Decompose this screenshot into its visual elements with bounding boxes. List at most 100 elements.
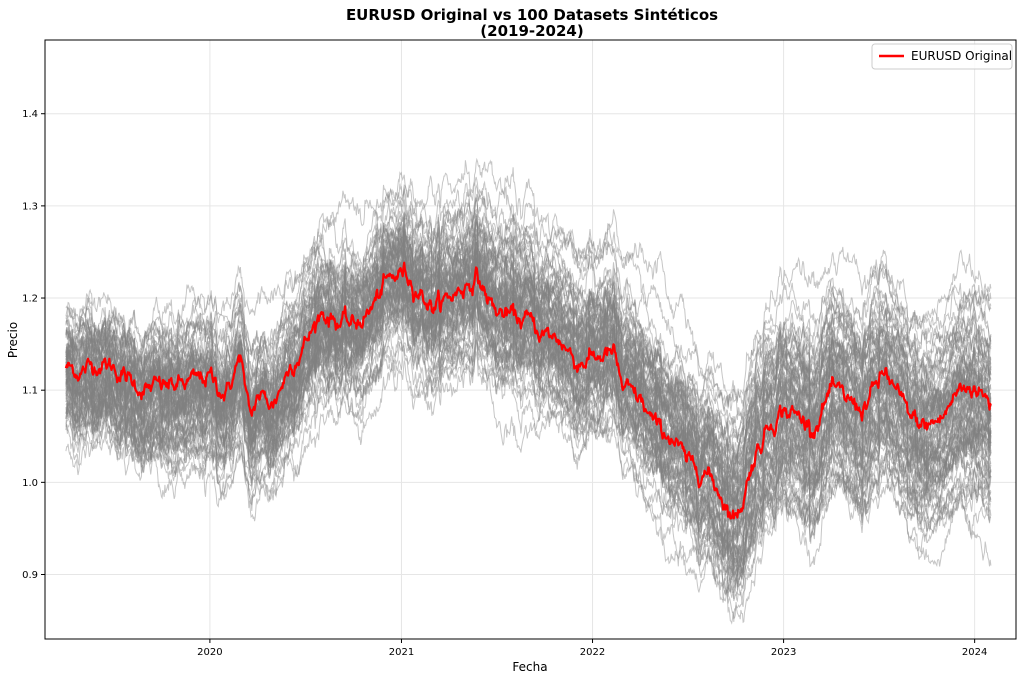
x-tick-label: 2024 — [962, 647, 987, 658]
synthetic-series-line — [65, 311, 992, 597]
synthetic-series-line — [65, 241, 992, 587]
synthetic-series-line — [65, 230, 992, 525]
synthetic-series-line — [65, 279, 992, 552]
synthetic-series-line — [65, 189, 992, 464]
synthetic-series-line — [65, 197, 992, 443]
synthetic-series-line — [65, 171, 992, 511]
synthetic-series-line — [65, 254, 992, 466]
synthetic-series-line — [65, 267, 992, 499]
y-tick-label: 1.4 — [22, 109, 38, 120]
synthetic-series-line — [65, 254, 992, 488]
legend-box — [871, 43, 1013, 70]
synthetic-series-line — [65, 235, 992, 466]
synthetic-series-line — [65, 291, 992, 597]
synthetic-series-line — [65, 258, 992, 529]
synthetic-series-line — [65, 271, 992, 603]
y-tick-label: 1.1 — [22, 386, 38, 397]
plot-frame — [44, 39, 1017, 640]
synthetic-series-group — [65, 157, 992, 625]
y-tick-label: 1.2 — [22, 294, 38, 305]
x-axis-label: Fecha — [512, 660, 547, 674]
synthetic-series-line — [65, 238, 991, 492]
y-tick-label: 0.9 — [22, 570, 38, 581]
synthetic-series-line — [65, 216, 992, 484]
synthetic-series-line — [65, 213, 992, 556]
synthetic-series-line — [65, 238, 992, 536]
synthetic-series-line — [65, 178, 992, 512]
synthetic-series-line — [65, 251, 992, 493]
synthetic-series-line — [65, 240, 992, 528]
synthetic-series-line — [65, 238, 992, 488]
synthetic-series-line — [65, 286, 992, 563]
synthetic-series-line — [65, 232, 992, 579]
y-tick-label: 1.0 — [22, 478, 38, 489]
synthetic-series-line — [65, 208, 992, 425]
synthetic-series-line — [65, 237, 992, 483]
synthetic-series-line — [65, 233, 992, 512]
synthetic-series-line — [65, 240, 992, 454]
synthetic-series-line — [65, 293, 992, 570]
synthetic-series-line — [65, 277, 992, 514]
synthetic-series-line — [65, 263, 992, 538]
x-tick-label: 2022 — [580, 647, 605, 658]
synthetic-series-line — [65, 246, 992, 579]
synthetic-series-line — [65, 251, 992, 535]
synthetic-series-line — [65, 260, 992, 511]
synthetic-series-line — [65, 251, 992, 508]
synthetic-series-line — [65, 260, 992, 479]
synthetic-series-line — [65, 317, 992, 589]
synthetic-series-line — [65, 176, 992, 494]
synthetic-series-line — [65, 260, 992, 507]
synthetic-series-line — [65, 193, 992, 410]
synthetic-series-line — [65, 257, 992, 542]
synthetic-series-line — [65, 273, 992, 515]
synthetic-series-line — [65, 289, 992, 581]
synthetic-series-line — [65, 253, 992, 576]
synthetic-series-line — [65, 262, 992, 574]
legend: EURUSD Original — [871, 43, 1013, 70]
synthetic-series-line — [65, 182, 992, 511]
synthetic-series-line — [65, 277, 992, 574]
synthetic-series-line — [65, 278, 992, 600]
x-axis-ticks: 2020 2021 2022 2023 2024 — [197, 639, 987, 658]
y-axis-label: Precio — [6, 322, 20, 358]
synthetic-series-line — [65, 226, 992, 534]
synthetic-series-line — [65, 239, 992, 525]
synthetic-series-line — [65, 309, 992, 567]
synthetic-series-line — [65, 274, 992, 558]
synthetic-series-line — [65, 234, 992, 529]
y-tick-label: 1.3 — [22, 201, 38, 212]
chart-subtitle: (2019-2024) — [480, 22, 583, 40]
synthetic-series-line — [65, 261, 992, 524]
synthetic-series-line — [65, 283, 992, 540]
synthetic-series-line — [65, 210, 992, 443]
synthetic-series-line — [65, 257, 992, 560]
synthetic-series-line — [65, 218, 992, 475]
synthetic-series-line — [65, 255, 992, 574]
synthetic-series-line — [65, 240, 992, 512]
synthetic-series-line — [65, 282, 992, 518]
synthetic-series-line — [65, 157, 992, 478]
synthetic-series-line — [65, 295, 992, 607]
synthetic-series-line — [65, 244, 992, 463]
synthetic-series-line — [65, 246, 992, 500]
x-tick-label: 2023 — [771, 647, 796, 658]
synthetic-series-line — [65, 258, 991, 574]
synthetic-series-line — [65, 283, 992, 571]
synthetic-series-line — [65, 213, 992, 507]
synthetic-series-line — [65, 238, 992, 494]
synthetic-series-line — [65, 244, 992, 484]
synthetic-series-line — [65, 224, 992, 504]
synthetic-series-line — [65, 272, 992, 547]
synthetic-series-line — [65, 321, 992, 586]
synthetic-series-line — [65, 347, 992, 625]
x-tick-label: 2020 — [197, 647, 222, 658]
synthetic-series-line — [65, 333, 991, 553]
grid-lines — [45, 40, 1016, 639]
synthetic-series-line — [65, 188, 992, 483]
x-tick-label: 2021 — [389, 647, 414, 658]
synthetic-series-line — [65, 218, 992, 549]
synthetic-series-line — [65, 264, 992, 541]
synthetic-series-line — [65, 180, 992, 411]
